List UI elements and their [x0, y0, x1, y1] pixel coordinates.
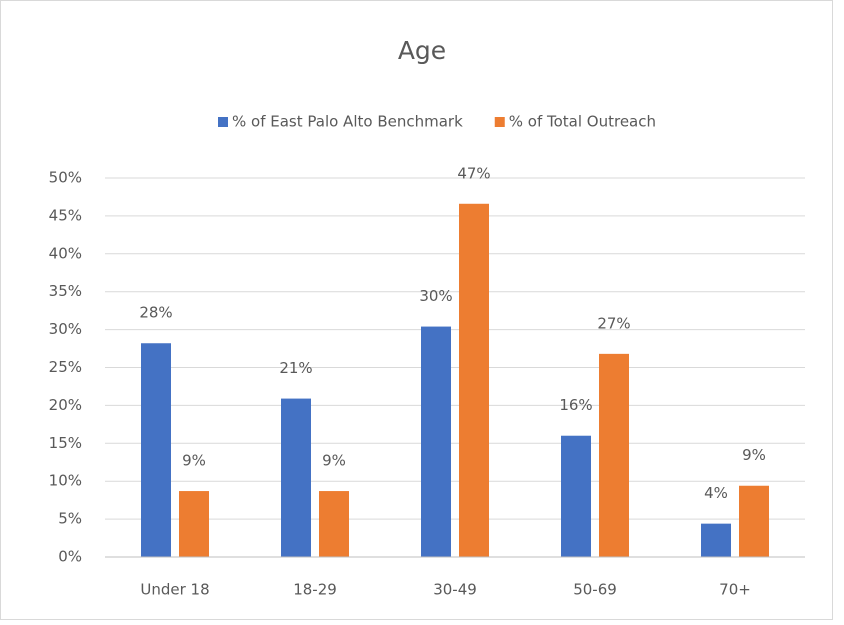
y-tick-label: 50% [49, 169, 82, 187]
bar [319, 491, 349, 557]
y-tick-label: 25% [49, 358, 82, 376]
data-label: 9% [742, 446, 766, 464]
y-tick-label: 15% [49, 434, 82, 452]
x-tick-label: Under 18 [140, 581, 209, 599]
legend-swatch [494, 117, 505, 127]
data-label: 16% [559, 396, 592, 414]
data-label: 30% [419, 287, 452, 305]
y-tick-label: 35% [49, 282, 82, 300]
y-tick-label: 20% [49, 396, 82, 414]
y-tick-label: 5% [58, 510, 82, 528]
legend-label: % of Total Outreach [509, 113, 656, 131]
bar [421, 326, 451, 557]
bar [459, 203, 489, 557]
legend-label: % of East Palo Alto Benchmark [232, 113, 463, 131]
data-label: 4% [704, 484, 728, 502]
bar [701, 523, 731, 557]
y-tick-label: 10% [49, 472, 82, 490]
chart-title: Age [398, 36, 446, 65]
data-label: 27% [597, 314, 630, 332]
bar [561, 435, 591, 557]
x-tick-label: 50-69 [573, 581, 617, 599]
data-label: 47% [457, 164, 490, 182]
y-tick-label: 45% [49, 206, 82, 224]
data-label: 9% [322, 452, 346, 470]
bar [141, 343, 171, 557]
legend-swatch [218, 117, 228, 127]
bar [599, 353, 629, 557]
bar [179, 491, 209, 557]
data-label: 21% [279, 359, 312, 377]
data-label: 9% [182, 452, 206, 470]
bar [281, 398, 311, 557]
bar [739, 485, 769, 557]
x-tick-label: 30-49 [433, 581, 477, 599]
y-tick-label: 0% [58, 548, 82, 566]
y-tick-label: 30% [49, 320, 82, 338]
x-tick-label: 70+ [719, 581, 751, 599]
y-tick-label: 40% [49, 244, 82, 262]
data-label: 28% [139, 304, 172, 322]
x-tick-label: 18-29 [293, 581, 337, 599]
chart-border [0, 0, 833, 620]
